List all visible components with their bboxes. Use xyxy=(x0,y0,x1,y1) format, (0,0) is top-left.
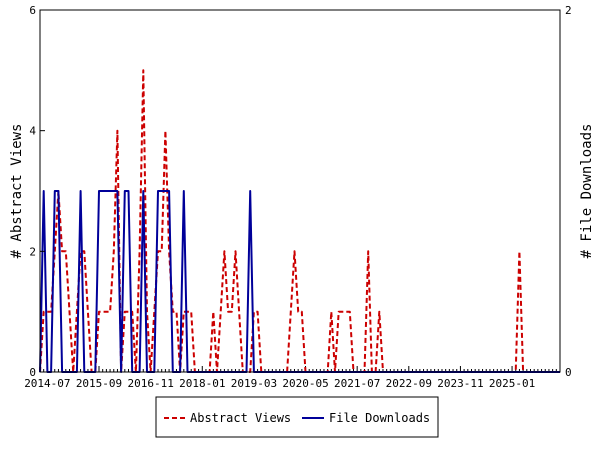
x-tick-label: 2014-07 xyxy=(24,377,70,390)
x-tick-label: 2019-03 xyxy=(231,377,277,390)
x-tick-label: 2023-11 xyxy=(437,377,483,390)
left-axis-ticks: 0 2 4 6 xyxy=(29,4,45,379)
legend-label-abstract-views: Abstract Views xyxy=(190,411,291,425)
x-tick-label: 2021-07 xyxy=(334,377,380,390)
x-tick-label: 2022-09 xyxy=(386,377,432,390)
legend-box xyxy=(155,396,439,438)
series-line-file-downloads xyxy=(39,190,560,373)
x-tick-label: 2016-11 xyxy=(127,377,173,390)
plot-frame xyxy=(39,9,561,373)
y-tick-label: 4 xyxy=(29,125,36,138)
y2-tick-label: 2 xyxy=(565,4,572,17)
x-tick-label: 2015-09 xyxy=(76,377,122,390)
plot-series xyxy=(39,69,560,373)
right-axis-ticks: 02 xyxy=(555,4,572,379)
legend: Abstract Views File Downloads xyxy=(155,396,439,438)
y2-axis-title: # File Downloads xyxy=(579,124,595,259)
x-tick-label: 2018-01 xyxy=(179,377,225,390)
y-tick-label: 6 xyxy=(29,4,36,17)
y-tick-label: 0 xyxy=(29,366,36,379)
x-tick-label: 2025-01 xyxy=(489,377,535,390)
legend-label-file-downloads: File Downloads xyxy=(329,411,430,425)
x-tick-label: 2020-05 xyxy=(282,377,328,390)
y2-tick-label: 0 xyxy=(565,366,572,379)
y-axis-title: # Abstract Views xyxy=(9,124,25,259)
x-axis-ticks: 2014-07 2015-09 2016-11 2018-01 2019-03 2020-… xyxy=(24,377,535,390)
y-tick-label: 2 xyxy=(29,245,36,258)
